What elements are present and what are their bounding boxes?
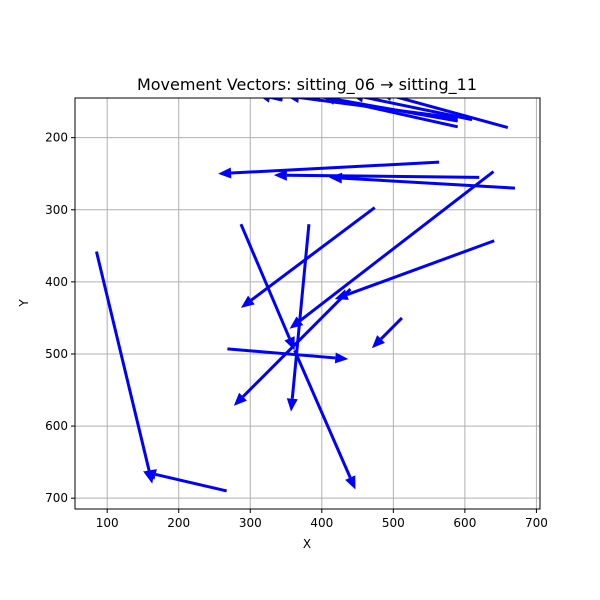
vector-shaft (341, 176, 516, 190)
vector-arrowhead (142, 469, 157, 480)
vector-arrowhead (240, 295, 255, 308)
y-tick-label: 600 (45, 419, 68, 433)
x-tick-label: 300 (239, 516, 262, 530)
y-tick-label: 400 (45, 275, 68, 289)
vector-arrowhead (334, 352, 349, 364)
movement-vector (313, 98, 458, 123)
movement-vector (218, 160, 440, 179)
vector-shaft (155, 472, 228, 493)
vector-shaft (320, 98, 458, 123)
x-tick-label: 600 (453, 516, 476, 530)
y-tick-label: 700 (45, 491, 68, 505)
movement-vector (273, 169, 480, 181)
x-axis-label: X (303, 537, 311, 551)
movement-vector (355, 98, 473, 122)
vector-shaft (230, 160, 440, 175)
vector-arrowhead (218, 167, 232, 179)
vector-arrowhead (233, 392, 247, 406)
movement-vector (371, 316, 403, 349)
vector-arrowhead (328, 172, 343, 184)
vector-shaft (286, 173, 480, 179)
vector-shaft (227, 347, 336, 360)
y-tick-label: 300 (45, 203, 68, 217)
vector-arrowhead (273, 169, 287, 181)
vector-arrowhead (286, 398, 298, 412)
vector-arrowhead (355, 98, 363, 103)
movement-vector (142, 469, 228, 493)
y-tick-label: 500 (45, 347, 68, 361)
x-tick-label: 400 (310, 516, 333, 530)
vector-shaft (95, 251, 151, 472)
vector-arrowhead (345, 475, 356, 490)
x-tick-label: 700 (525, 516, 548, 530)
vector-shaft (293, 349, 352, 479)
vector-shaft (239, 223, 291, 339)
movement-vector (95, 251, 155, 484)
vector-arrowhead (262, 98, 270, 103)
ticks: 100 200 300 400 500 600 700 200 300 400 500 600 700 (45, 131, 548, 530)
vector-shaft (250, 206, 376, 302)
movement-vector (386, 98, 509, 130)
vector-shaft (290, 224, 311, 399)
y-tick-label: 200 (45, 131, 68, 145)
movement-vector (233, 288, 352, 406)
movement-vector (293, 349, 356, 490)
y-axis-label: Y (17, 299, 31, 308)
vector-shaft (362, 98, 473, 122)
movement-vector (262, 98, 283, 103)
vector-shaft (241, 288, 352, 398)
movement-vector (240, 206, 376, 308)
vector-shaft (394, 98, 509, 130)
x-tick-label: 100 (96, 516, 119, 530)
vector-arrowhead (386, 98, 391, 101)
movement-vector (286, 224, 311, 412)
chart-title: Movement Vectors: sitting_06 → sitting_1… (137, 75, 477, 95)
vector-shaft (298, 170, 495, 322)
vector-arrowhead (289, 98, 299, 103)
movement-vector (227, 347, 349, 364)
vector-arrowhead (289, 316, 304, 329)
plot-frame (74, 97, 541, 510)
vector-layer (95, 98, 516, 493)
vector-shaft (346, 239, 495, 297)
x-tick-label: 500 (382, 516, 405, 530)
vector-arrowhead (371, 335, 385, 349)
vector-arrowhead (334, 289, 349, 300)
movement-vector (289, 170, 495, 329)
grid (75, 98, 540, 509)
movement-vector (334, 239, 495, 300)
movement-vector (328, 172, 516, 190)
vector-shaft (379, 316, 403, 341)
vector-shaft (269, 98, 283, 102)
x-tick-label: 200 (167, 516, 190, 530)
vector-arrowhead (313, 98, 321, 103)
